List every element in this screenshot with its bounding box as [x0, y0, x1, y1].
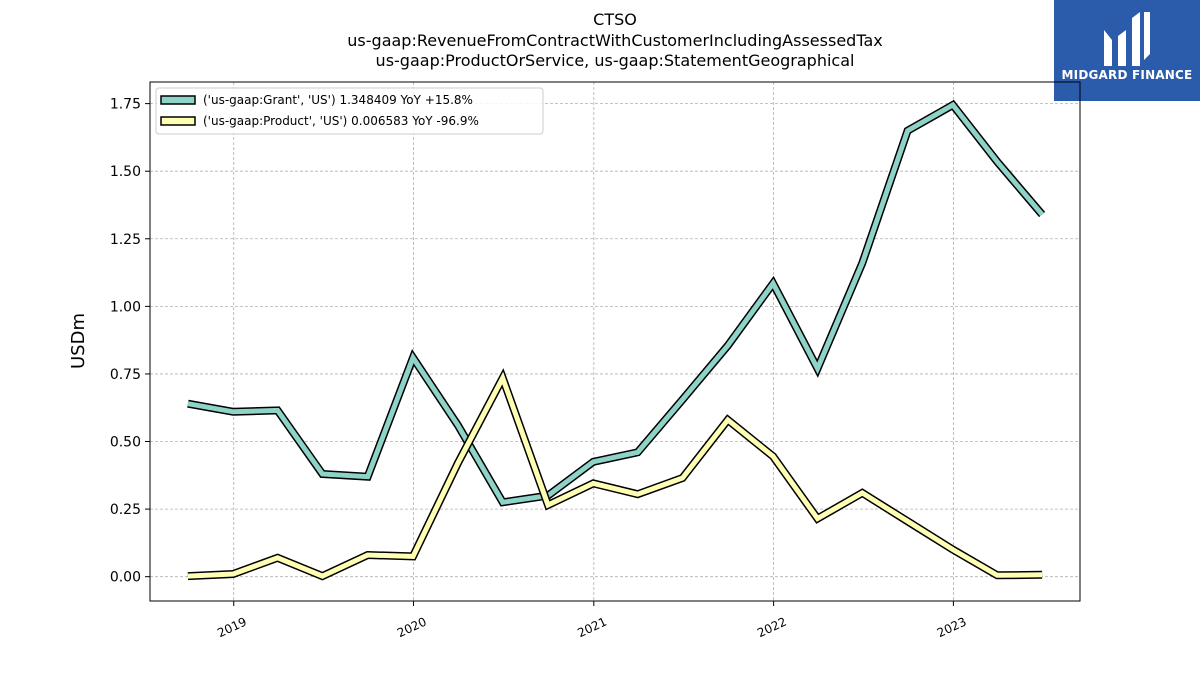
legend-swatch-2: [160, 116, 196, 126]
legend-box: [155, 87, 544, 135]
series-lines: [187, 99, 1046, 581]
series-2-outline: [187, 368, 1043, 581]
title-line-1: CTSO: [593, 10, 637, 29]
y-tick-label: 1.75: [110, 97, 141, 113]
legend: ('us-gaap:Grant', 'US') 1.348409 YoY +15…: [155, 87, 544, 135]
title-line-3: us-gaap:ProductOrService, us-gaap:Statem…: [375, 51, 855, 70]
x-tick-label: 2022: [755, 615, 789, 641]
brand-name: MIDGARD FINANCE: [1061, 68, 1193, 82]
y-tick-label: 0.25: [110, 502, 141, 518]
legend-swatch-1: [160, 95, 196, 105]
title-line-2: us-gaap:RevenueFromContractWithCustomerI…: [347, 30, 883, 50]
plot-frame: [149, 81, 1081, 602]
legend-label-2: ('us-gaap:Product', 'US') 0.006583 YoY -…: [203, 114, 479, 128]
x-tick-label: 2019: [215, 615, 249, 641]
y-tick-label: 0.75: [110, 367, 141, 383]
axes: 0.00 0.25 0.50 0.75 1.00 1.25 1.50 1.75 2019 2020…: [110, 97, 969, 641]
y-tick-label: 1.00: [110, 299, 141, 315]
brand-logo-icon: [1104, 12, 1150, 66]
chart-title: CTSO us-gaap:RevenueFromContractWithCust…: [150, 10, 1080, 72]
y-tick-label: 0.00: [110, 570, 141, 586]
grid-lines: [150, 82, 1080, 601]
y-axis-label: USDm: [68, 313, 89, 369]
y-tick-label: 1.25: [110, 232, 141, 248]
x-tick-label: 2023: [935, 615, 969, 641]
series-1-outline: [187, 99, 1046, 507]
y-tick-label: 0.50: [110, 435, 141, 451]
series-2-line: [187, 371, 1043, 579]
y-tick-label: 1.50: [110, 164, 141, 180]
x-tick-label: 2021: [575, 615, 609, 641]
x-tick-label: 2020: [395, 615, 429, 641]
legend-label-1: ('us-gaap:Grant', 'US') 1.348409 YoY +15…: [203, 93, 473, 107]
brand-logo: MIDGARD FINANCE: [1054, 0, 1200, 101]
series-1-line: [187, 101, 1045, 506]
